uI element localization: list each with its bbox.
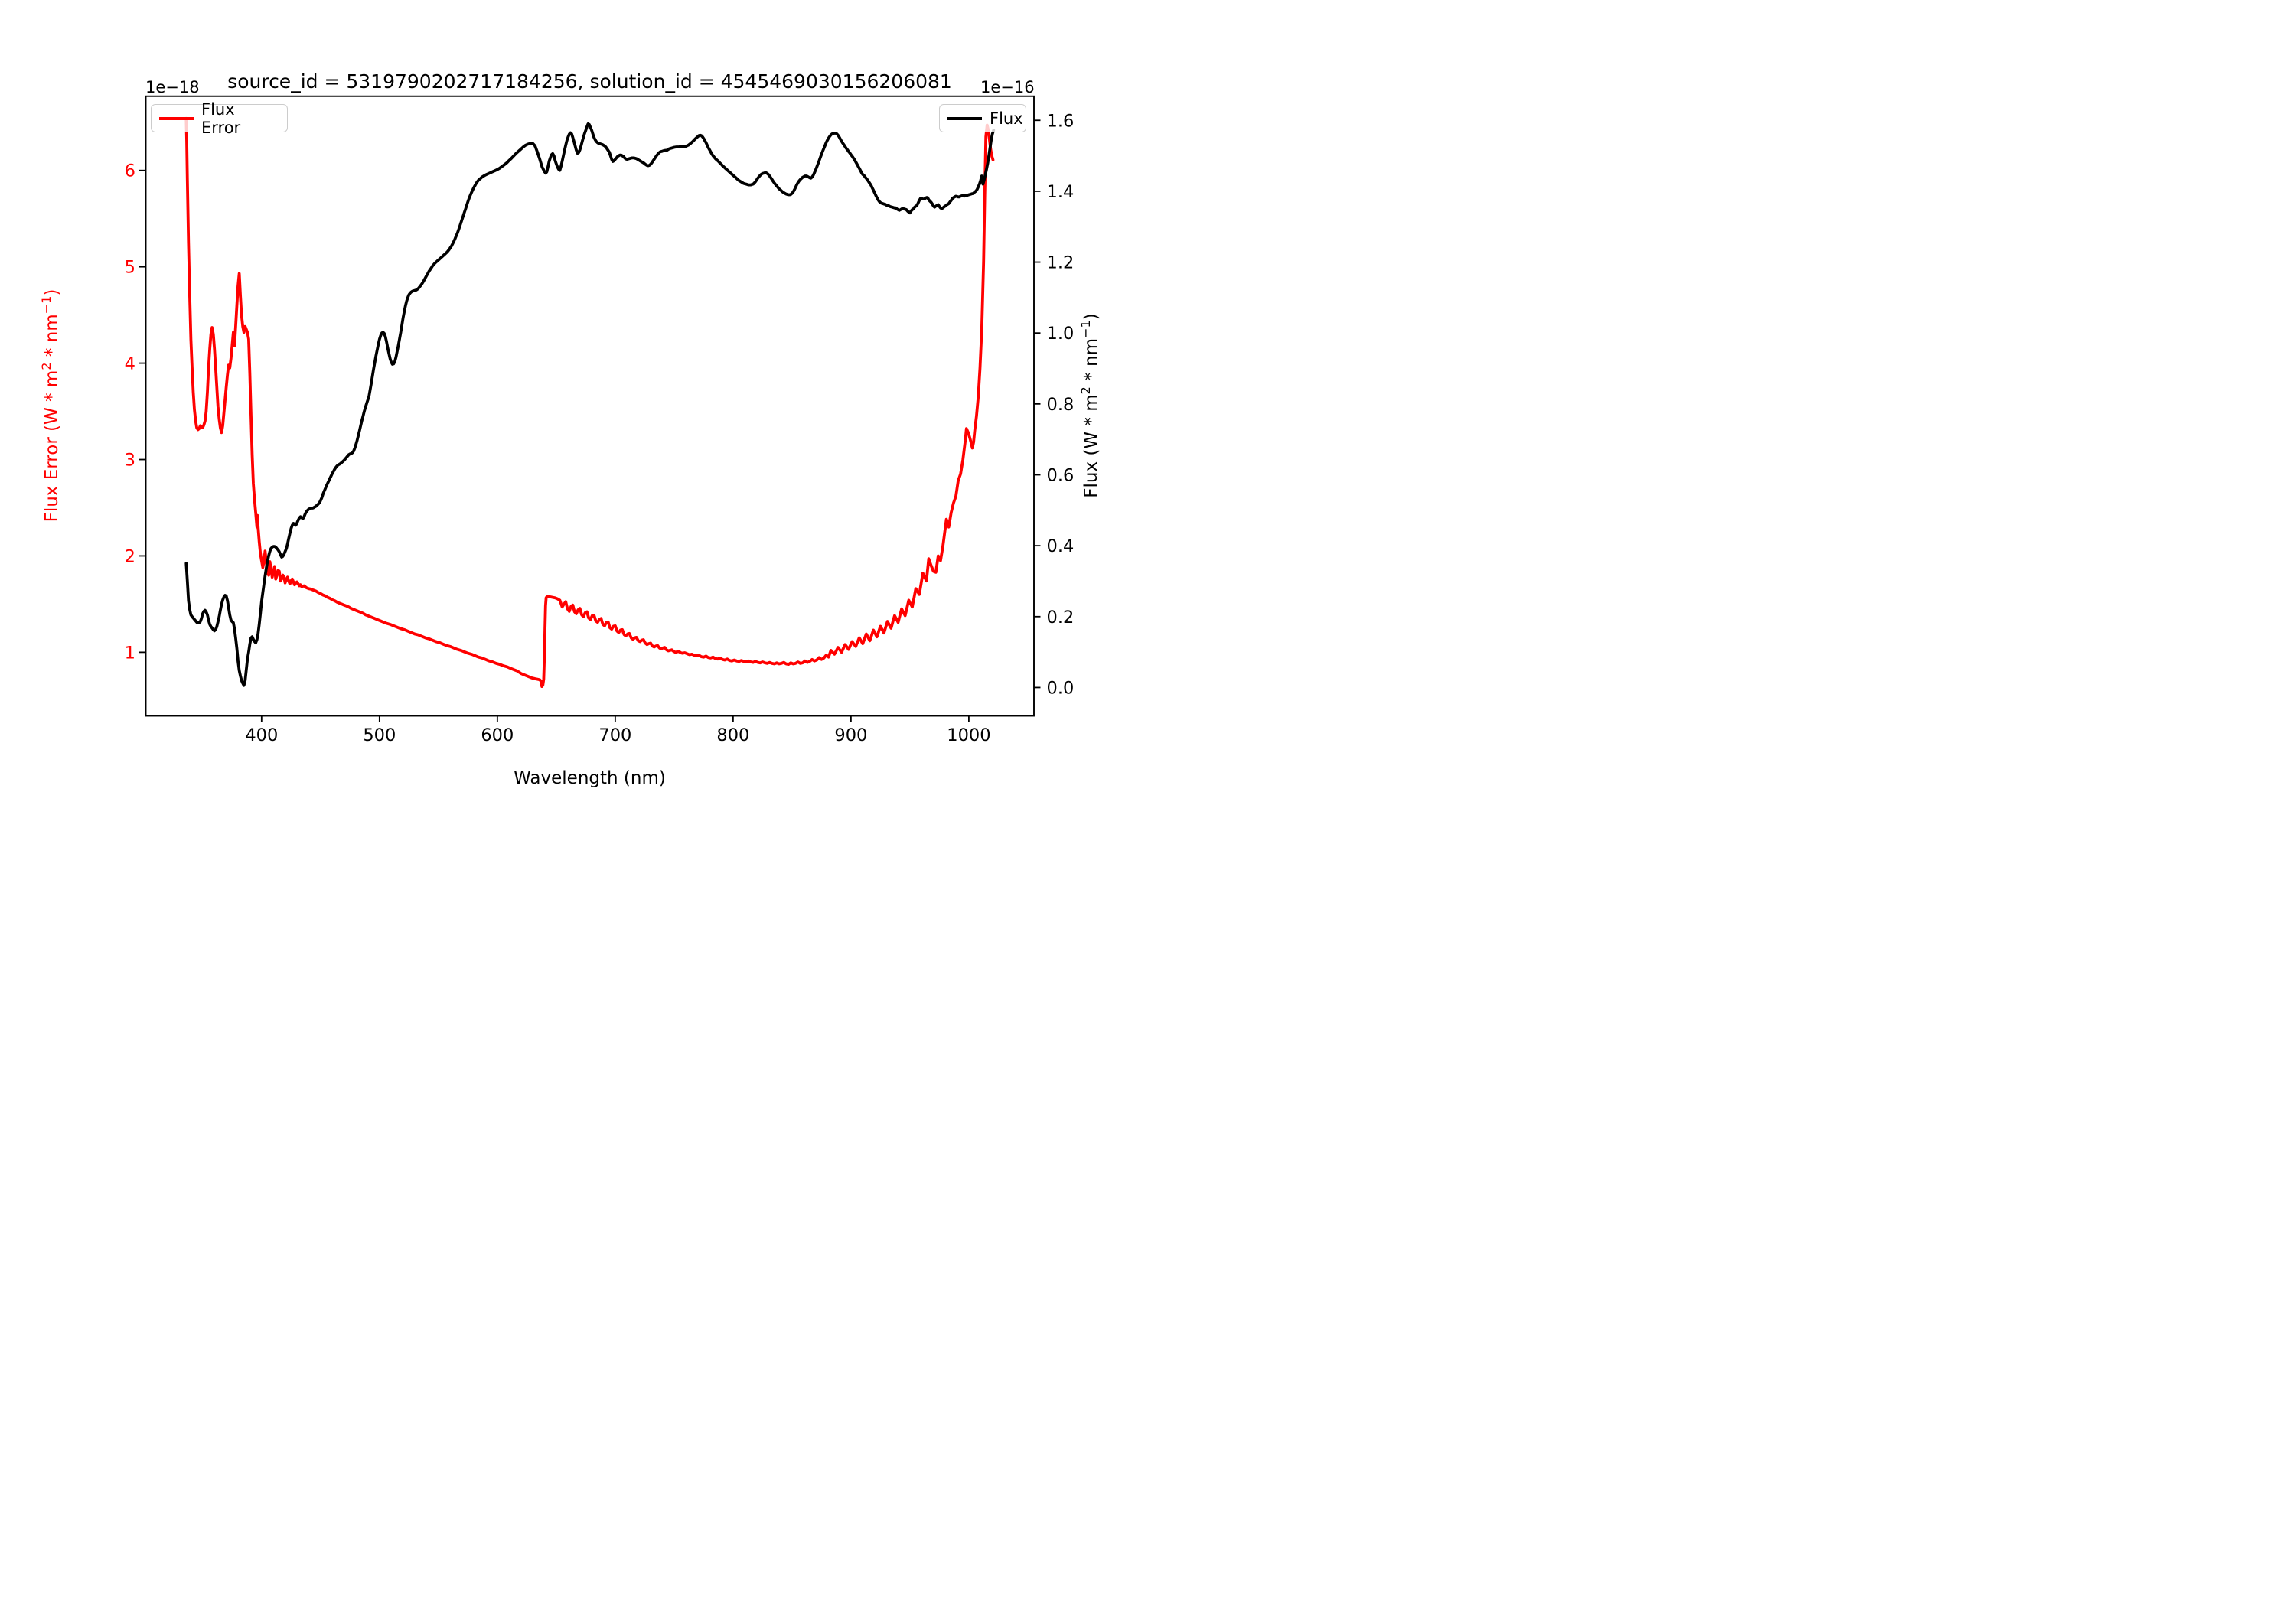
y-right-tick-label: 0.6	[1047, 465, 1075, 485]
y-right-tick-label: 1.2	[1047, 253, 1075, 273]
x-tick-label: 400	[245, 725, 278, 745]
y-left-label-sup1: 2	[39, 362, 54, 370]
x-tick-label: 700	[598, 725, 631, 745]
legend-flux: Flux	[939, 104, 1026, 132]
chart-svg: 400 500 600 700 800 900 1000 1 2 3 4 5 6 0.0 0.2 0.4 0.6…	[125, 95, 1075, 745]
y-left-tick-label: 5	[125, 258, 135, 278]
x-axis-label: Wavelength (nm)	[514, 768, 666, 788]
y-left-tick-label: 3	[125, 451, 135, 471]
y-right-label-sup1: 2	[1078, 386, 1094, 395]
y-left-label-sup2: −1	[39, 295, 54, 315]
y-right-label-post: )	[1081, 313, 1101, 321]
x-tick-label: 600	[481, 725, 514, 745]
y-right-tick-label: 1.0	[1047, 324, 1075, 344]
flux-error-line	[184, 116, 995, 688]
y-left-tick-label: 2	[125, 546, 135, 566]
x-tick-label: 500	[363, 725, 396, 745]
y-right-tick-label: 0.8	[1047, 395, 1075, 415]
offset-left-label: 1e−18	[145, 78, 200, 96]
x-tick-label: 1000	[947, 725, 990, 745]
y-right-tick-label: 1.6	[1047, 111, 1075, 131]
flux-line	[184, 122, 996, 687]
y-left-label-post: )	[41, 288, 62, 296]
y-right-tick-label: 0.2	[1047, 608, 1075, 627]
y-left-tick-label: 1	[125, 643, 135, 663]
y-left-tick-label: 4	[125, 354, 135, 374]
y-right-axis-label: Flux (W * m2 * nm−1)	[1078, 313, 1101, 497]
offset-right-label: 1e−16	[980, 78, 1035, 96]
page-title: source_id = 5319790202717184256, solutio…	[227, 70, 952, 93]
legend-flux-label: Flux	[990, 109, 1023, 128]
y-right-tick-label: 1.4	[1047, 182, 1075, 202]
y-left-axis-label: Flux Error (W * m2 * nm−1)	[39, 289, 62, 523]
y-left-tick-label: 6	[125, 161, 135, 181]
flux-line-sample-icon	[947, 116, 982, 120]
plot-frame	[145, 95, 1035, 717]
y-right-label-sup2: −1	[1078, 320, 1094, 338]
y-right-label-mid: * nm	[1081, 337, 1101, 387]
x-tick-label: 800	[716, 725, 749, 745]
y-right-tick-label: 0.0	[1047, 678, 1075, 698]
figure: 400 500 600 700 800 900 1000 1 2 3 4 5 6 0.0 0.2 0.4 0.6…	[0, 0, 1148, 804]
y-left-label-mid: * nm	[41, 314, 62, 363]
y-left-label-text: Flux Error (W * m	[41, 370, 62, 523]
flux-error-line-sample-icon	[159, 116, 194, 120]
y-right-tick-label: 0.4	[1047, 536, 1075, 556]
y-right-label-text: Flux (W * m	[1081, 394, 1101, 498]
legend-flux-error-label: Flux Error	[201, 99, 241, 137]
x-tick-label: 900	[834, 725, 867, 745]
legend-flux-error: Flux Error	[151, 100, 288, 137]
